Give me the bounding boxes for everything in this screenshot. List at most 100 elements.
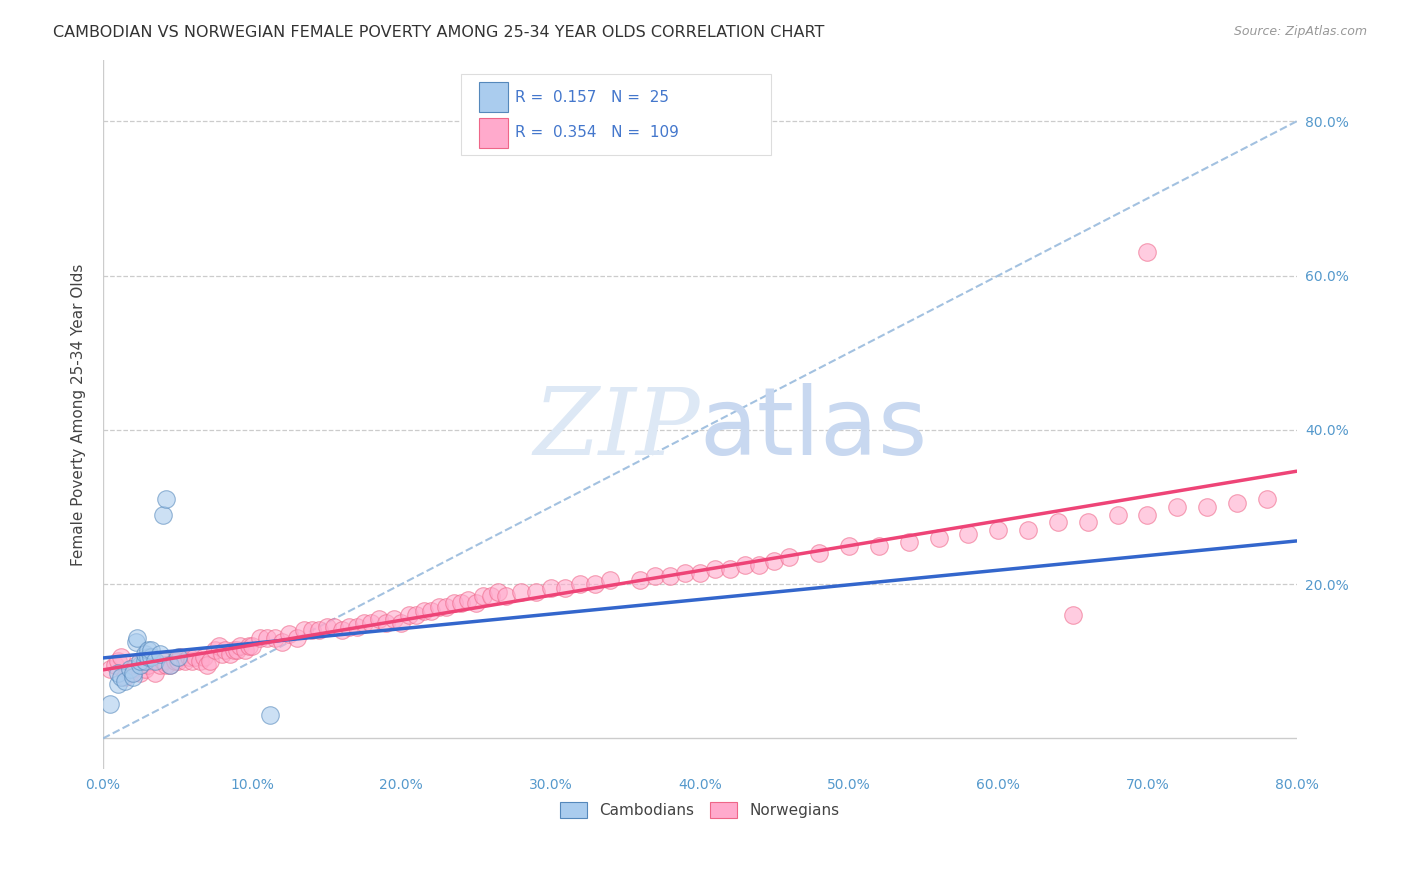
Point <box>472 589 495 603</box>
Point <box>718 562 741 576</box>
Point <box>143 665 166 680</box>
Point <box>427 600 450 615</box>
Point <box>1256 492 1278 507</box>
Point <box>292 624 315 638</box>
Point <box>763 554 786 568</box>
Point <box>1107 508 1129 522</box>
Point <box>540 581 562 595</box>
Point <box>107 665 129 680</box>
Point <box>337 619 360 633</box>
Point <box>121 665 143 680</box>
Point <box>583 577 606 591</box>
Point <box>259 708 281 723</box>
Point <box>382 612 405 626</box>
Point <box>229 639 252 653</box>
Point <box>1077 516 1099 530</box>
Point <box>121 662 143 676</box>
Point <box>98 662 121 676</box>
Point <box>233 642 256 657</box>
Point <box>134 654 156 668</box>
Point <box>748 558 770 572</box>
Point <box>139 650 162 665</box>
Text: atlas: atlas <box>700 383 928 475</box>
Point <box>479 589 502 603</box>
Text: Source: ZipAtlas.com: Source: ZipAtlas.com <box>1233 25 1367 38</box>
Point <box>143 654 166 668</box>
Point <box>434 600 457 615</box>
Point <box>118 665 141 680</box>
Y-axis label: Female Poverty Among 25-34 Year Olds: Female Poverty Among 25-34 Year Olds <box>72 263 86 566</box>
Point <box>149 647 172 661</box>
Point <box>868 539 890 553</box>
Point <box>644 569 666 583</box>
Point <box>1226 496 1249 510</box>
Text: CAMBODIAN VS NORWEGIAN FEMALE POVERTY AMONG 25-34 YEAR OLDS CORRELATION CHART: CAMBODIAN VS NORWEGIAN FEMALE POVERTY AM… <box>53 25 825 40</box>
Point <box>200 654 222 668</box>
Point <box>249 631 271 645</box>
Point <box>263 631 285 645</box>
Point <box>208 639 231 653</box>
Point <box>107 677 129 691</box>
Text: ZIP: ZIP <box>533 384 700 474</box>
Point <box>486 585 509 599</box>
Point <box>110 650 132 665</box>
Point <box>658 569 681 583</box>
Point <box>256 631 278 645</box>
Legend: Cambodians, Norwegians: Cambodians, Norwegians <box>553 794 848 825</box>
FancyBboxPatch shape <box>479 82 508 112</box>
Point <box>375 615 398 630</box>
Point <box>134 647 156 661</box>
Point <box>184 650 207 665</box>
Point <box>139 642 162 657</box>
Point <box>181 654 204 668</box>
Point <box>412 604 434 618</box>
Point <box>155 492 177 507</box>
Point <box>152 654 174 668</box>
Point <box>465 597 488 611</box>
Point <box>808 546 831 560</box>
Point <box>495 589 517 603</box>
Point <box>166 650 188 665</box>
Point <box>285 631 308 645</box>
Point <box>110 670 132 684</box>
Point <box>134 662 156 676</box>
Point <box>315 619 337 633</box>
Point <box>301 624 323 638</box>
Point <box>226 642 249 657</box>
Point <box>149 658 172 673</box>
Point <box>155 658 177 673</box>
Point <box>897 534 920 549</box>
Point <box>420 604 443 618</box>
Point <box>125 635 148 649</box>
Point <box>211 647 233 661</box>
Point <box>838 539 860 553</box>
Point <box>166 654 188 668</box>
Text: R =  0.354   N =  109: R = 0.354 N = 109 <box>515 125 679 140</box>
Point <box>1136 508 1159 522</box>
Point <box>703 562 725 576</box>
Point <box>450 597 472 611</box>
Point <box>271 635 294 649</box>
Point <box>136 658 159 673</box>
Point <box>368 612 391 626</box>
Point <box>689 566 711 580</box>
Point <box>139 654 162 668</box>
Point <box>136 642 159 657</box>
Point <box>204 642 226 657</box>
Point <box>224 642 246 657</box>
Point <box>457 592 479 607</box>
Point <box>121 670 143 684</box>
Point <box>114 673 136 688</box>
Point <box>734 558 756 572</box>
Point <box>360 615 382 630</box>
Point <box>1197 500 1219 514</box>
Point <box>129 654 152 668</box>
Point <box>330 624 353 638</box>
Point <box>599 574 621 588</box>
Point <box>114 670 136 684</box>
Point <box>1017 523 1039 537</box>
Point <box>188 654 211 668</box>
Point <box>389 615 412 630</box>
Point <box>1046 516 1069 530</box>
Point <box>673 566 696 580</box>
